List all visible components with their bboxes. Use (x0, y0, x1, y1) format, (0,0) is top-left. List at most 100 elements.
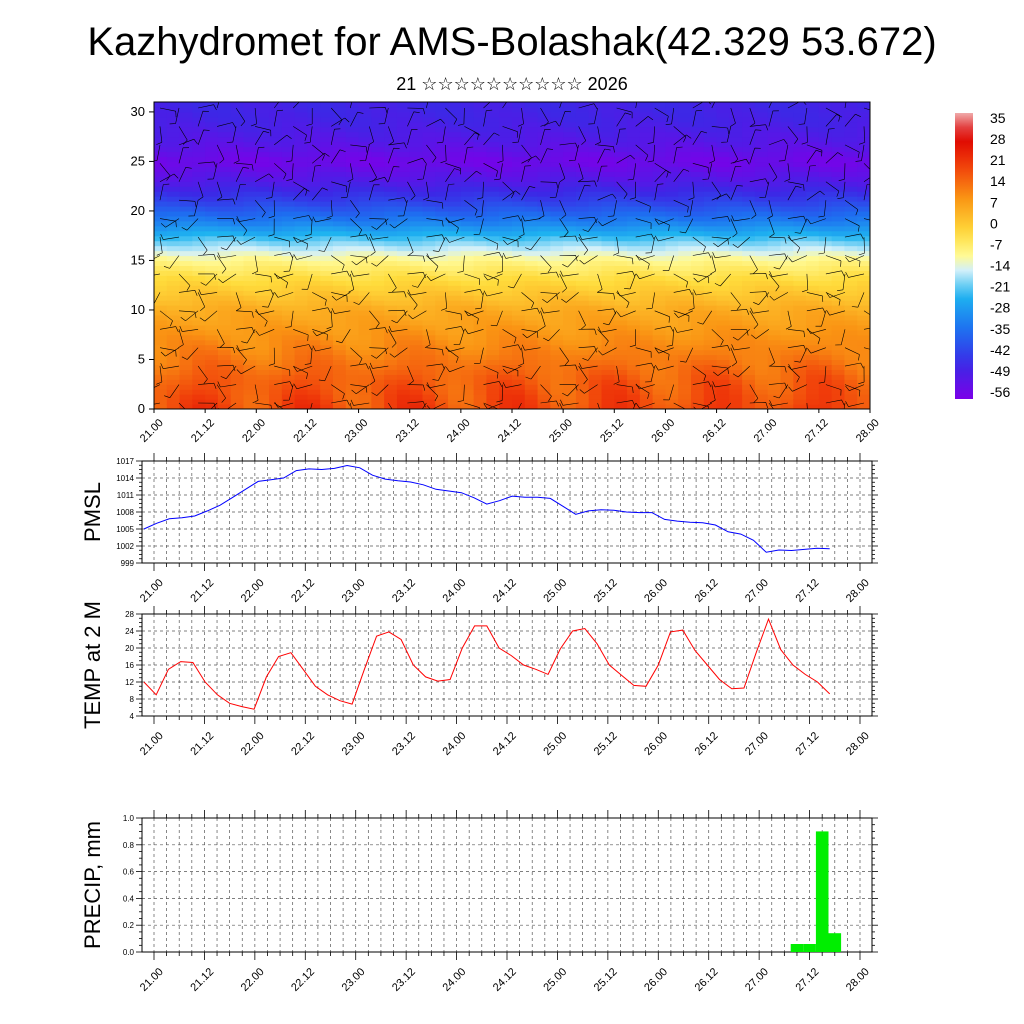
heatmap-cell (243, 260, 257, 266)
heatmap-cell (409, 260, 424, 266)
heatmap-cell (652, 275, 667, 281)
heatmap-cell (448, 404, 462, 409)
heatmap-cell (780, 374, 794, 380)
heatmap-cell (754, 171, 769, 177)
heatmap-cell (639, 285, 654, 291)
wind-barb (407, 272, 426, 279)
heatmap-cell (435, 141, 449, 148)
heatmap-cell (818, 146, 833, 153)
heatmap-cell (742, 131, 756, 138)
heatmap-cell (269, 339, 283, 346)
heatmap-cell (358, 349, 372, 356)
heatmap-cell (217, 116, 232, 123)
wind-barb (654, 347, 674, 354)
heatmap-cell (524, 151, 539, 158)
x-tick-label: 25.00 (541, 966, 569, 994)
heatmap-cell (767, 319, 782, 326)
heatmap-cell (307, 205, 321, 212)
heatmap-cell (409, 349, 424, 356)
heatmap-cell (691, 295, 705, 301)
heatmap-cell (473, 344, 488, 351)
heatmap-cell (601, 151, 615, 158)
heatmap-cell (601, 359, 615, 366)
heatmap-cell (575, 404, 590, 409)
heatmap-cell (537, 379, 551, 385)
heatmap-cell (269, 379, 283, 385)
wind-barb (426, 253, 446, 260)
heatmap-cell (857, 111, 870, 118)
heatmap-cell (678, 339, 692, 346)
heatmap-cell (371, 181, 385, 187)
heatmap-cell (243, 319, 257, 326)
heatmap-cell (345, 295, 360, 301)
heatmap-cell (844, 295, 858, 301)
heatmap-cell (742, 374, 756, 380)
heatmap-cell (345, 151, 360, 158)
heatmap-cell (857, 285, 870, 291)
heatmap-cell (818, 379, 833, 385)
heatmap-cell (230, 260, 245, 266)
wind-barb (863, 107, 870, 111)
heatmap-cell (767, 354, 782, 361)
x-tick-label: 27.00 (743, 966, 771, 994)
heatmap-cell (448, 166, 462, 172)
heatmap-cell (703, 121, 718, 128)
y-tick-label: 28 (125, 610, 134, 619)
heatmap-cell (384, 176, 398, 182)
heatmap-cell (256, 205, 270, 212)
heatmap-cell (563, 151, 577, 158)
heatmap-cell (192, 240, 206, 247)
heatmap-cell (396, 210, 411, 217)
heatmap-cell (703, 260, 718, 266)
heatmap-cell (396, 290, 411, 296)
heatmap-cell (371, 260, 385, 266)
heatmap-cell (179, 141, 193, 148)
heatmap-cell (831, 314, 846, 321)
heatmap-cell (294, 205, 309, 212)
heatmap-cell (703, 319, 718, 326)
heatmap-cell (537, 359, 551, 366)
heatmap-cell (269, 102, 283, 108)
heatmap-cell (691, 205, 705, 212)
heatmap-cell (665, 250, 679, 257)
wind-barb (692, 131, 708, 146)
heatmap-cell (512, 131, 526, 138)
wind-barb (807, 218, 826, 225)
heatmap-cell (754, 220, 769, 227)
heatmap-cell (217, 166, 232, 172)
heatmap-cell (230, 379, 245, 385)
heatmap-cell (269, 275, 283, 281)
heatmap-cell (627, 305, 641, 311)
heatmap-cell (524, 349, 539, 356)
heatmap-cell (512, 116, 526, 123)
heatmap-cell (703, 344, 718, 351)
heatmap-cell (729, 349, 743, 356)
wind-barb (521, 329, 539, 338)
heatmap-cell (563, 399, 577, 405)
wind-barb (331, 308, 351, 314)
heatmap-cell (614, 111, 628, 118)
heatmap-cell (499, 121, 513, 128)
heatmap-cell (166, 344, 181, 351)
heatmap-cell (486, 191, 500, 197)
heatmap-cell (179, 389, 193, 395)
heatmap-x-tick-label: 23.12 (394, 417, 422, 445)
heatmap-cell (575, 300, 590, 306)
heatmap-cell (333, 379, 347, 385)
heatmap-cell (499, 374, 513, 380)
heatmap-cell (307, 106, 321, 113)
heatmap-cell (320, 329, 334, 336)
heatmap-cell (793, 354, 807, 361)
heatmap-cell (435, 245, 449, 252)
heatmap-cell (652, 329, 667, 336)
heatmap-cell (754, 230, 769, 237)
heatmap-cell (703, 359, 718, 366)
heatmap-cell (358, 364, 372, 370)
heatmap-cell (537, 344, 551, 351)
heatmap-cell (767, 215, 782, 222)
heatmap-cell (396, 102, 411, 108)
heatmap-cell (691, 394, 705, 400)
heatmap-x-tick-label: 28.00 (854, 417, 882, 445)
heatmap-cell (192, 230, 206, 237)
heatmap-cell (179, 305, 193, 311)
